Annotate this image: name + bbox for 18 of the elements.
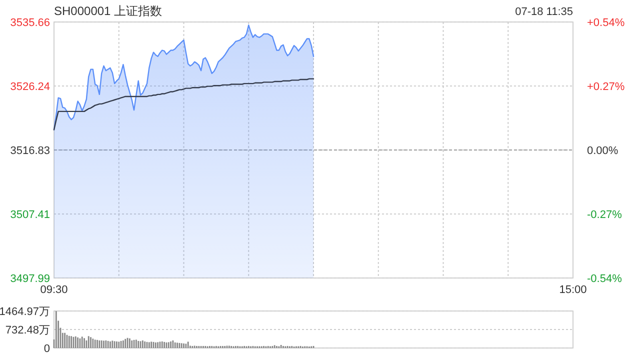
y-tick-label: 3497.99 bbox=[10, 273, 50, 285]
y-tick-label: 732.48万 bbox=[5, 324, 50, 336]
y2-tick-label: -0.54% bbox=[587, 273, 622, 285]
y-tick-label: 3507.41 bbox=[10, 208, 50, 221]
y2-tick-label: 0.00% bbox=[587, 145, 618, 157]
x-tick-label: 09:30 bbox=[40, 284, 68, 296]
chart-title: SH000001 上证指数 bbox=[54, 4, 162, 18]
x-tick-label: 15:00 bbox=[559, 284, 587, 296]
y2-tick-label: +0.54% bbox=[587, 17, 625, 29]
y-tick-label: 0 bbox=[44, 343, 50, 355]
y-tick-label: 3516.83 bbox=[10, 144, 50, 157]
chart-subtitle: 07-18 11:35 bbox=[515, 6, 573, 18]
y-tick-label: 3535.66 bbox=[10, 17, 50, 29]
y2-tick-label: -0.27% bbox=[587, 209, 622, 221]
y-tick-label: 1464.97万 bbox=[0, 306, 50, 318]
y2-tick-label: +0.27% bbox=[587, 81, 625, 93]
line-series bbox=[53, 78, 314, 130]
y-tick-label: 3526.24 bbox=[10, 81, 50, 94]
